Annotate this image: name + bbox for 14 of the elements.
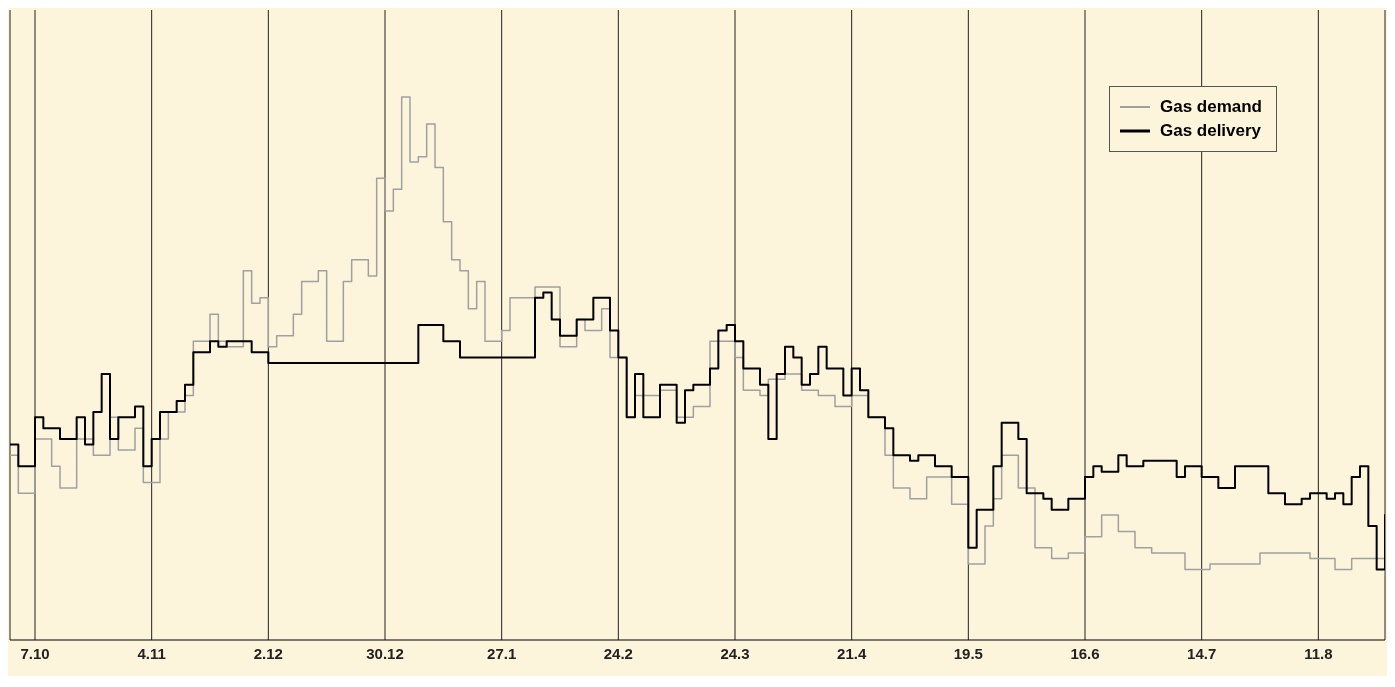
x-tick-label: 7.10	[20, 644, 50, 662]
x-tick-label: 21.4	[837, 644, 867, 662]
x-tick-label: 24.2	[603, 644, 633, 662]
legend-label: Gas demand	[1159, 96, 1262, 118]
x-tick-label: 27.1	[487, 644, 517, 662]
x-tick-label: 14.7	[1187, 644, 1217, 662]
x-tick-label: 4.11	[137, 644, 166, 662]
x-tick-label: 11.8	[1304, 644, 1333, 662]
legend-label: Gas delivery	[1159, 120, 1262, 142]
x-tick-label: 2.12	[253, 644, 283, 662]
x-tick-label: 19.5	[953, 644, 983, 662]
x-tick-label: 30.12	[366, 644, 404, 662]
x-tick-label: 24.3	[720, 644, 750, 662]
x-tick-label: 16.6	[1070, 644, 1100, 662]
